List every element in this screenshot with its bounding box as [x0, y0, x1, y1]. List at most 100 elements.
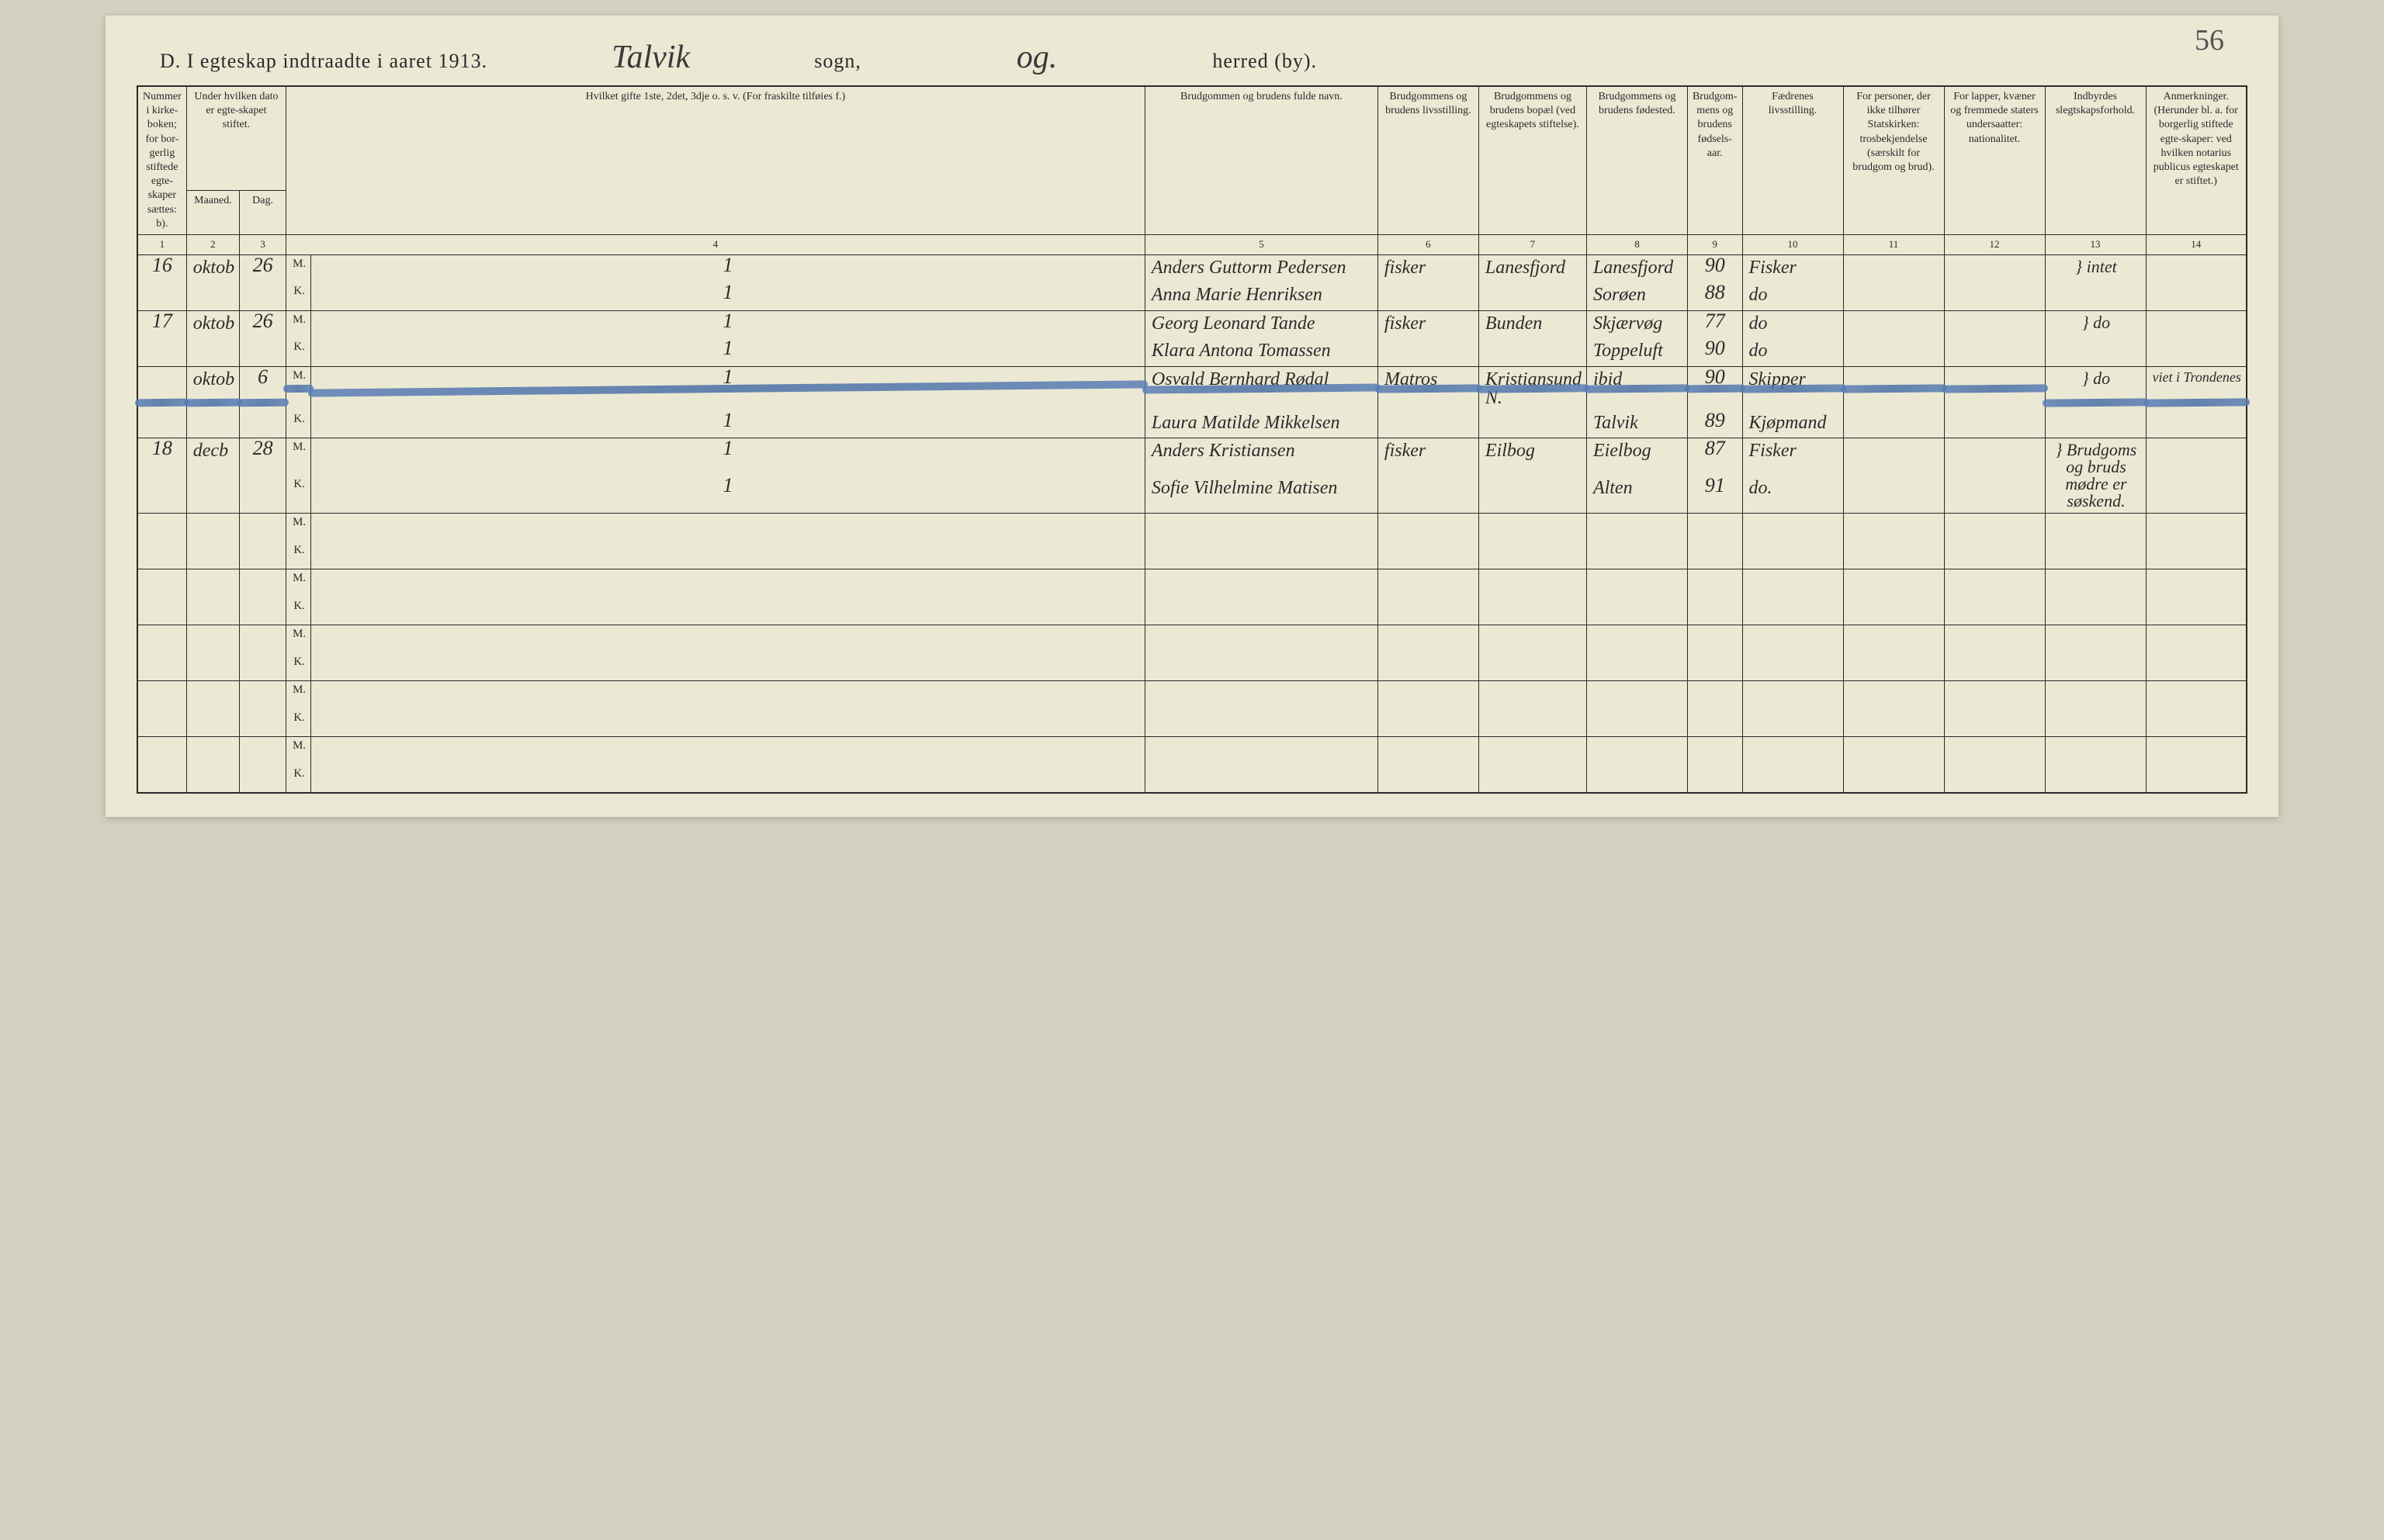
- table-body: 16oktob26M.1Anders Guttorm Pedersenfiske…: [137, 254, 2247, 793]
- occupation-cell: [1377, 569, 1478, 597]
- birthplace-cell: Alten: [1586, 476, 1687, 514]
- relation-cell: [2045, 681, 2146, 737]
- column-number-row: 1 2 3 4 5 6 7 8 9 10 11 12 13 14: [137, 234, 2247, 254]
- remark-cell: [2146, 254, 2247, 310]
- residence-cell: [1478, 681, 1586, 709]
- table-row: K.: [137, 765, 2247, 793]
- entry-number: [137, 514, 186, 569]
- col11-cell: [1843, 438, 1944, 476]
- mk-label: K.: [286, 542, 311, 569]
- col11-cell: [1843, 514, 1944, 542]
- month-cell: oktob: [186, 366, 239, 438]
- col12-cell: [1944, 737, 2045, 765]
- month-cell: oktob: [186, 310, 239, 366]
- mk-label: M.: [286, 366, 311, 410]
- day-cell: 26: [240, 310, 286, 366]
- col-header: Fædrenes livsstilling.: [1742, 86, 1843, 234]
- col-header: For lapper, kvæner og fremmede staters u…: [1944, 86, 2045, 234]
- residence-cell: Lanesfjord: [1478, 254, 1586, 282]
- birthplace-cell: [1586, 737, 1687, 765]
- father-cell: do: [1742, 310, 1843, 338]
- birthplace-cell: Skjærvøg: [1586, 310, 1687, 338]
- col11-cell: [1843, 765, 1944, 793]
- entry-number: [137, 681, 186, 737]
- birthplace-cell: [1586, 542, 1687, 569]
- gifte-cell: [311, 597, 1145, 625]
- remark-cell: [2146, 514, 2247, 569]
- mk-label: M.: [286, 681, 311, 709]
- title-prefix: D. I egteskap indtraadte i aaret 1913.: [160, 50, 487, 73]
- table-row: K.: [137, 709, 2247, 737]
- remark-cell: [2146, 438, 2247, 514]
- father-cell: Kjøpmand: [1742, 410, 1843, 438]
- month-cell: [186, 737, 239, 793]
- birthyear-cell: 90: [1687, 366, 1742, 410]
- mk-label: K.: [286, 653, 311, 681]
- entry-number: 18: [137, 438, 186, 514]
- birthyear-cell: 87: [1687, 438, 1742, 476]
- entry-number: [137, 366, 186, 438]
- residence-cell: [1478, 542, 1586, 569]
- birthyear-cell: [1687, 653, 1742, 681]
- col-num: 1: [137, 234, 186, 254]
- residence-cell: [1478, 569, 1586, 597]
- birthyear-cell: [1687, 737, 1742, 765]
- col11-cell: [1843, 338, 1944, 366]
- register-page: 56 D. I egteskap indtraadte i aaret 1913…: [106, 16, 2278, 817]
- name-cell: Georg Leonard Tande: [1145, 310, 1377, 338]
- mk-label: K.: [286, 476, 311, 514]
- birthplace-cell: Talvik: [1586, 410, 1687, 438]
- gifte-cell: [311, 514, 1145, 542]
- col12-cell: [1944, 653, 2045, 681]
- relation-cell: } Brudgoms og bruds mødre er søskend.: [2045, 438, 2146, 514]
- mk-label: M.: [286, 514, 311, 542]
- name-cell: [1145, 653, 1377, 681]
- col12-cell: [1944, 366, 2045, 410]
- relation-cell: [2045, 737, 2146, 793]
- col-header: Hvilket gifte 1ste, 2det, 3dje o. s. v. …: [286, 86, 1145, 234]
- table-row: M.: [137, 514, 2247, 542]
- residence-cell: [1478, 709, 1586, 737]
- mk-label: M.: [286, 737, 311, 765]
- mk-label: K.: [286, 410, 311, 438]
- gifte-cell: 1: [311, 410, 1145, 438]
- name-cell: [1145, 514, 1377, 542]
- col-header-day: Dag.: [240, 190, 286, 234]
- gifte-cell: [311, 709, 1145, 737]
- herred-label: herred (by).: [1212, 50, 1317, 73]
- register-table: Nummer i kirke-boken; for bor-gerlig sti…: [137, 85, 2247, 794]
- title-row: D. I egteskap indtraadte i aaret 1913. T…: [137, 39, 2247, 76]
- birthplace-cell: [1586, 597, 1687, 625]
- gifte-cell: [311, 569, 1145, 597]
- father-cell: [1742, 765, 1843, 793]
- birthyear-cell: [1687, 765, 1742, 793]
- mk-label: K.: [286, 765, 311, 793]
- month-cell: [186, 625, 239, 681]
- col11-cell: [1843, 476, 1944, 514]
- col-header: Brudgommens og brudens livsstilling.: [1377, 86, 1478, 234]
- col12-cell: [1944, 410, 2045, 438]
- mk-label: M.: [286, 254, 311, 282]
- sogn-label: sogn,: [814, 50, 861, 73]
- col-header: Indbyrdes slegtskapsforhold.: [2045, 86, 2146, 234]
- gifte-cell: 1: [311, 366, 1145, 410]
- gifte-cell: [311, 737, 1145, 765]
- birthyear-cell: 90: [1687, 338, 1742, 366]
- gifte-cell: 1: [311, 310, 1145, 338]
- birthyear-cell: [1687, 625, 1742, 653]
- table-row: K.1Anna Marie HenriksenSorøen88do: [137, 282, 2247, 310]
- birthplace-cell: Toppeluft: [1586, 338, 1687, 366]
- name-cell: Anders Guttorm Pedersen: [1145, 254, 1377, 282]
- col12-cell: [1944, 597, 2045, 625]
- col-num: 4: [286, 234, 1145, 254]
- col12-cell: [1944, 476, 2045, 514]
- col11-cell: [1843, 282, 1944, 310]
- table-row: K.1Laura Matilde MikkelsenTalvik89Kjøpma…: [137, 410, 2247, 438]
- entry-number: 17: [137, 310, 186, 366]
- birthplace-cell: [1586, 569, 1687, 597]
- col12-cell: [1944, 282, 2045, 310]
- entry-number: 16: [137, 254, 186, 310]
- occupation-cell: [1377, 625, 1478, 653]
- occupation-cell: [1377, 282, 1478, 310]
- residence-cell: Bunden: [1478, 310, 1586, 338]
